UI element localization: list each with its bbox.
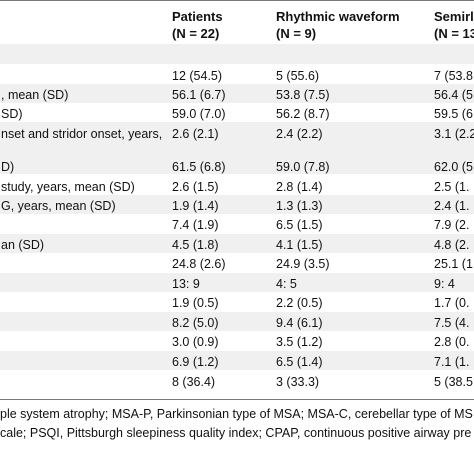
cell-semirhythmic: 3.1 (2.2 xyxy=(434,127,474,141)
cell-rhythmic: 6.5 (1.4) xyxy=(276,355,323,369)
cell-rhythmic: 24.9 (3.5) xyxy=(276,257,330,271)
cell-rhythmic: 3.5 (1.2) xyxy=(276,335,323,349)
cell-rhythmic: 53.8 (7.5) xyxy=(276,88,330,102)
cell-patients: 7.4 (1.9) xyxy=(172,218,219,232)
cell-patients: 12 (54.5) xyxy=(172,69,223,83)
table-row-shading xyxy=(0,273,474,292)
table-row-shading xyxy=(0,122,474,155)
cell-rhythmic: 1.3 (1.3) xyxy=(276,199,323,213)
row-label: SD) xyxy=(1,107,23,121)
cell-patients: 8.2 (5.0) xyxy=(172,316,219,330)
col-header-rhythmic-n: (N = 9) xyxy=(276,26,317,41)
cell-semirhythmic: 9: 4 xyxy=(434,277,455,291)
col-header-semirhythmic: Semirl (N = 13 xyxy=(434,8,474,42)
cell-rhythmic: 4.1 (1.5) xyxy=(276,238,323,252)
col-header-semirhythmic-title: Semirl xyxy=(434,9,474,24)
col-header-patients-title: Patients xyxy=(172,9,223,24)
cell-patients: 61.5 (6.8) xyxy=(172,160,226,174)
row-label: nset and stridor onset, years, xyxy=(1,127,163,141)
table-row-shading xyxy=(0,84,474,103)
table-row-shading xyxy=(0,312,474,331)
cell-patients: 59.0 (7.0) xyxy=(172,107,226,121)
row-label: D) xyxy=(1,160,15,174)
cell-rhythmic: 4: 5 xyxy=(276,277,297,291)
table-row-shading xyxy=(0,234,474,253)
cell-rhythmic: 3 (33.3) xyxy=(276,375,320,389)
cell-patients: 3.0 (0.9) xyxy=(172,335,219,349)
cell-patients: 2.6 (1.5) xyxy=(172,180,219,194)
cell-rhythmic: 56.2 (8.7) xyxy=(276,107,330,121)
cell-semirhythmic: 7.9 (2. xyxy=(434,218,470,232)
cell-rhythmic: 2.8 (1.4) xyxy=(276,180,323,194)
cell-semirhythmic: 7.5 (4. xyxy=(434,316,470,330)
cell-semirhythmic: 2.4 (1. xyxy=(434,199,470,213)
table-row-shading xyxy=(0,195,474,214)
cell-semirhythmic: 5 (38.5 xyxy=(434,375,473,389)
footnote-line: cale; PSQI, Pittsburgh sleepiness qualit… xyxy=(0,426,472,440)
cell-semirhythmic: 2.5 (1. xyxy=(434,180,470,194)
cell-patients: 8 (36.4) xyxy=(172,375,216,389)
col-header-rhythmic: Rhythmic waveform (N = 9) xyxy=(276,8,400,42)
cell-patients: 13: 9 xyxy=(172,277,200,291)
col-header-semirhythmic-n: (N = 13 xyxy=(434,26,474,41)
cell-rhythmic: 6.5 (1.5) xyxy=(276,218,323,232)
cell-rhythmic: 9.4 (6.1) xyxy=(276,316,323,330)
footnote-line: ple system atrophy; MSA-P, Parkinsonian … xyxy=(0,407,473,421)
cell-patients: 24.8 (2.6) xyxy=(172,257,226,271)
cell-semirhythmic: 59.5 (6 xyxy=(434,107,473,121)
table-row-shading xyxy=(0,351,474,370)
cell-rhythmic: 59.0 (7.8) xyxy=(276,160,330,174)
cell-semirhythmic: 1.7 (0. xyxy=(434,296,470,310)
cell-patients: 56.1 (6.7) xyxy=(172,88,226,102)
cell-patients: 6.9 (1.2) xyxy=(172,355,219,369)
row-label: , mean (SD) xyxy=(1,88,69,102)
cell-rhythmic: 2.2 (0.5) xyxy=(276,296,323,310)
col-header-patients: Patients (N = 22) xyxy=(172,8,223,42)
table-row-shading xyxy=(0,155,474,174)
cell-rhythmic: 5 (55.6) xyxy=(276,69,320,83)
row-label: an (SD) xyxy=(1,238,45,252)
col-header-patients-n: (N = 22) xyxy=(172,26,220,41)
cell-patients: 2.6 (2.1) xyxy=(172,127,219,141)
cell-semirhythmic: 7 (53.8 xyxy=(434,69,473,83)
col-header-rhythmic-title: Rhythmic waveform xyxy=(276,9,400,24)
cell-semirhythmic: 7.1 (1. xyxy=(434,355,470,369)
row-label: study, years, mean (SD) xyxy=(1,180,135,194)
row-label: G, years, mean (SD) xyxy=(1,199,116,213)
table-top-rule xyxy=(0,0,474,1)
table-row-shading xyxy=(0,44,474,64)
cell-semirhythmic: 4.8 (2. xyxy=(434,238,470,252)
table-bottom-rule xyxy=(0,399,474,400)
cell-rhythmic: 2.4 (2.2) xyxy=(276,127,323,141)
cell-patients: 1.9 (0.5) xyxy=(172,296,219,310)
cell-semirhythmic: 62.0 (5 xyxy=(434,160,473,174)
cell-semirhythmic: 2.8 (0. xyxy=(434,335,470,349)
cell-semirhythmic: 56.4 (5 xyxy=(434,88,473,102)
cell-patients: 4.5 (1.8) xyxy=(172,238,219,252)
cell-patients: 1.9 (1.4) xyxy=(172,199,219,213)
cell-semirhythmic: 25.1 (1 xyxy=(434,257,473,271)
